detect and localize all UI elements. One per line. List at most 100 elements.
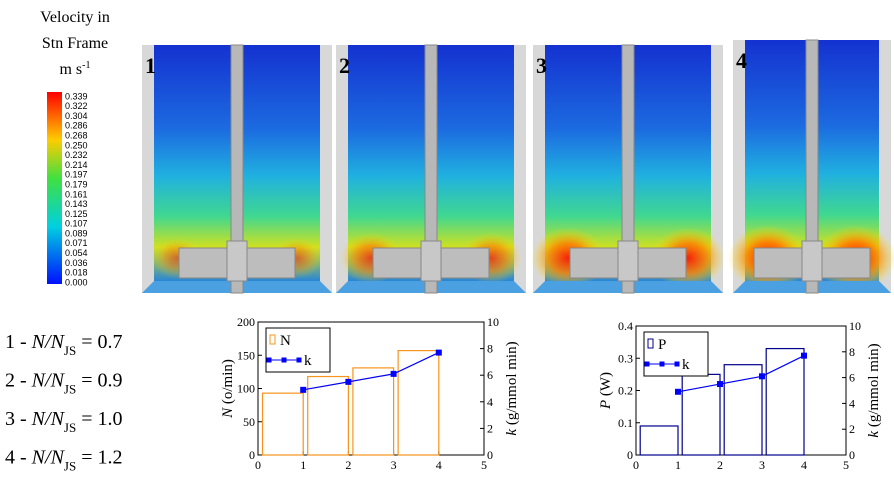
y2-tick-label: 10: [487, 315, 499, 329]
panel-label: 1: [145, 53, 156, 78]
y2-tick-label: 8: [849, 345, 855, 359]
point: [345, 378, 352, 385]
y-tick-label: 50: [243, 415, 255, 429]
legend-swatch: [269, 334, 276, 345]
point: [801, 352, 807, 359]
bar: [261, 392, 304, 456]
colorbar-tick-label: 0.125: [65, 209, 88, 219]
line: [677, 355, 805, 393]
legend-marker: [674, 361, 680, 367]
condition-value: = 0.9: [76, 370, 122, 392]
panel-label: 2: [339, 53, 350, 78]
colorbar-tick-label: 0.304: [65, 111, 88, 121]
y-tick-label: 200: [237, 315, 255, 329]
colorbar-tick-label: 0.179: [65, 179, 88, 189]
y2-tick-label: 4: [849, 396, 855, 410]
y-tick-label: 0: [627, 448, 633, 462]
colorbar-tick-label: 0.268: [65, 131, 88, 141]
line: [303, 352, 440, 391]
impeller: [242, 247, 296, 279]
hub: [801, 240, 823, 282]
legend-swatch: [647, 338, 654, 349]
bar: [352, 367, 395, 456]
y-tick-label: 0.1: [618, 416, 633, 430]
hub: [617, 240, 639, 282]
colorbar-title: Velocity in: [40, 9, 110, 26]
condition-value: = 0.7: [76, 331, 122, 353]
y2-axis-label: k (g/mmol min): [866, 343, 882, 437]
colorbar-tick-label: 0.107: [65, 219, 88, 229]
colorbar-tick-label: 0.197: [65, 170, 88, 180]
point: [435, 349, 442, 356]
y-axis-label: N (o/min): [220, 359, 236, 419]
y2-tick-label: 6: [487, 368, 493, 382]
x-tick-label: 4: [801, 458, 807, 472]
y2-axis-unit: (g/mmol min): [866, 343, 882, 431]
condition-value: = 1.2: [76, 447, 122, 469]
impeller: [178, 247, 232, 279]
colorbar-tick-label: 0.018: [65, 268, 88, 278]
legend-marker: [296, 357, 302, 363]
condition: 2 - N/NJS = 0.9: [5, 370, 123, 397]
condition-prefix: 2 -: [5, 370, 32, 392]
colorbar-tick-label: 0.161: [65, 189, 88, 199]
legend-marker: [266, 357, 272, 363]
impeller: [372, 247, 426, 279]
legend-marker: [644, 361, 650, 367]
shaft: [805, 39, 819, 294]
colorbar-tick-label: 0.322: [65, 101, 88, 111]
colorbar-tick-label: 0.286: [65, 121, 88, 131]
hub: [420, 240, 442, 282]
legend-label: P: [658, 337, 666, 353]
legend-box: [643, 331, 709, 377]
colorbar-tick-label: 0.054: [65, 248, 88, 258]
colorbar-tick-label: 0.214: [65, 160, 88, 170]
condition-value: = 1.0: [76, 408, 122, 430]
x-tick-label: 2: [717, 458, 723, 472]
colorbar-tick-label: 0.250: [65, 140, 88, 150]
legend-label: N: [280, 333, 291, 349]
shaft: [230, 44, 244, 294]
x-tick-label: 1: [675, 458, 681, 472]
y-axis-symbol: N: [220, 407, 236, 419]
point: [675, 388, 681, 395]
impeller: [817, 247, 871, 279]
colorbar-tick-label: 0.143: [65, 199, 88, 209]
y2-axis-symbol: k: [504, 429, 520, 436]
colorbar-tick-label: 0.089: [65, 228, 88, 238]
bar: [723, 364, 763, 456]
condition-subscript: JS: [64, 382, 76, 397]
y2-tick-label: 10: [849, 319, 861, 333]
colorbar-tick-label: 0.232: [65, 150, 88, 160]
x-tick-label: 5: [843, 458, 849, 472]
y2-tick-label: 2: [849, 422, 855, 436]
legend-label: k: [304, 353, 312, 369]
bar: [639, 425, 679, 456]
y2-tick-label: 6: [849, 371, 855, 385]
condition-subscript: JS: [64, 459, 76, 474]
condition-prefix: 1 -: [5, 331, 32, 353]
condition-prefix: 4 -: [5, 447, 32, 469]
point: [390, 370, 397, 377]
y-tick-label: 0: [249, 448, 255, 462]
x-tick-label: 3: [391, 458, 397, 472]
hub: [226, 240, 248, 282]
point: [717, 381, 723, 388]
point: [300, 386, 307, 393]
colorbar-title: Stn Frame: [42, 35, 108, 52]
unit: m s: [59, 61, 82, 78]
condition: 4 - N/NJS = 1.2: [5, 447, 123, 474]
condition-ratio: N/N: [31, 408, 66, 430]
y2-tick-label: 8: [487, 342, 493, 356]
bar: [307, 375, 350, 456]
unit-exponent: -1: [82, 60, 90, 71]
colorbar-tick-label: 0.000: [65, 277, 88, 287]
panel-label: 3: [536, 53, 547, 78]
impeller: [633, 247, 687, 279]
colorbar: [47, 92, 62, 284]
condition-subscript: JS: [64, 420, 76, 435]
condition-ratio: N/N: [31, 370, 66, 392]
condition-ratio: N/N: [31, 447, 66, 469]
y2-tick-label: 4: [487, 395, 493, 409]
